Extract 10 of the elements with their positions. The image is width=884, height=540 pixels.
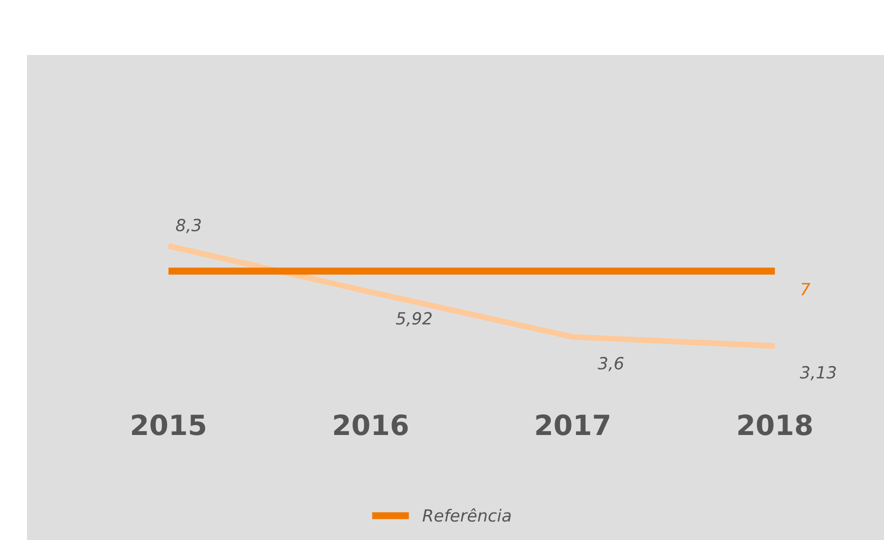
data-label: 5,92 bbox=[396, 312, 432, 326]
x-tick-label: 2016 bbox=[334, 414, 408, 436]
x-tick-label: 2018 bbox=[738, 414, 812, 436]
legend-label: Referência bbox=[422, 508, 511, 522]
data-label: 7 bbox=[801, 283, 810, 296]
data-label: 3,13 bbox=[800, 366, 836, 380]
x-tick-label: 2015 bbox=[132, 414, 206, 436]
x-tick-label: 2017 bbox=[536, 414, 610, 436]
data-label: 8,3 bbox=[176, 218, 201, 234]
data-label: 3,6 bbox=[598, 356, 624, 372]
